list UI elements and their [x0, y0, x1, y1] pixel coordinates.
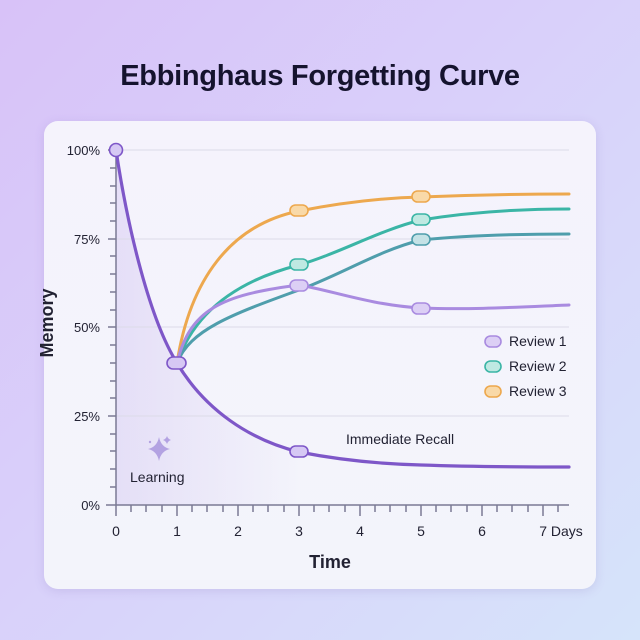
y-tick-100: 100%: [67, 143, 101, 158]
review2b-curve: [175, 232, 571, 365]
immediate-recall-label: Immediate Recall: [346, 431, 454, 447]
x-tick-1: 1: [173, 523, 181, 539]
review1-curve: [175, 283, 571, 365]
marker-review2-day5: [411, 213, 431, 226]
marker-day1: [166, 356, 187, 370]
sparkle-icon: [148, 436, 171, 461]
marker-review2b-day5: [411, 233, 431, 246]
marker-forgetting-day3: [289, 445, 309, 458]
markers: [108, 142, 431, 458]
y-tick-0: 0%: [81, 498, 100, 513]
x-tick-3: 3: [295, 523, 303, 539]
legend-swatch-review1: [484, 335, 502, 348]
y-axis: [108, 149, 117, 505]
x-tick-2: 2: [234, 523, 242, 539]
learning-label: Learning: [130, 469, 185, 485]
x-tick-0: 0: [112, 523, 120, 539]
y-axis-label: Memory: [37, 288, 57, 357]
x-tick-7: 7 Days: [539, 523, 583, 539]
x-tick-4: 4: [356, 523, 364, 539]
review3-curve: [175, 192, 571, 365]
x-tick-5: 5: [417, 523, 425, 539]
legend-label-review3: Review 3: [509, 383, 567, 399]
marker-review1-day5: [411, 302, 431, 315]
chart-title: Ebbinghaus Forgetting Curve: [120, 60, 520, 92]
legend-item-review1: Review 1: [484, 333, 567, 349]
y-tick-50: 50%: [74, 320, 100, 335]
legend-swatch-review3: [484, 385, 502, 398]
x-axis: [106, 504, 569, 516]
legend-swatch-review2: [484, 360, 502, 373]
legend-item-review2: Review 2: [484, 358, 567, 374]
marker-review2-day3: [289, 258, 309, 271]
legend-label-review2: Review 2: [509, 358, 567, 374]
legend-item-review3: Review 3: [484, 383, 567, 399]
marker-review3-day3: [289, 204, 309, 217]
y-tick-75: 75%: [74, 232, 100, 247]
x-tick-6: 6: [478, 523, 486, 539]
marker-review1-day3: [289, 279, 309, 292]
y-tick-25: 25%: [74, 409, 100, 424]
legend-label-review1: Review 1: [509, 333, 567, 349]
marker-start: [108, 142, 124, 158]
legend: Review 1 Review 2 Review 3: [484, 333, 567, 399]
x-axis-label: Time: [309, 552, 351, 572]
marker-review3-day5: [411, 190, 431, 203]
